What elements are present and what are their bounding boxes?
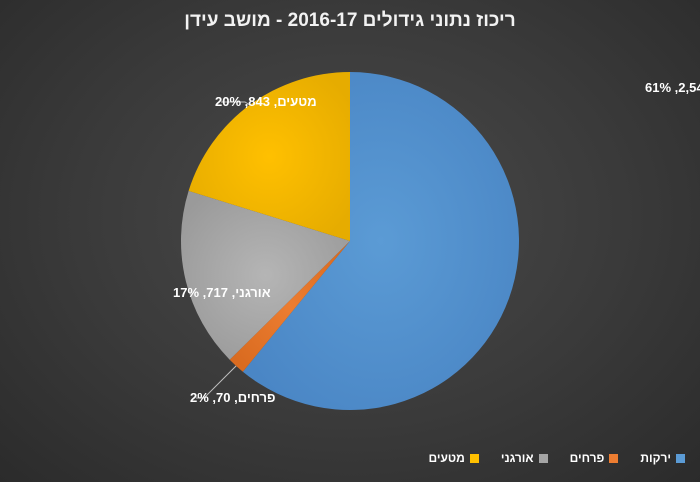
data-label-2: אורגני, 717, 17% [173, 285, 271, 300]
legend-swatch-0 [676, 453, 685, 463]
legend-label-3: מטעים [428, 451, 465, 465]
leader-line-1 [196, 365, 237, 399]
legend-label-1: פרחים [569, 451, 605, 465]
pie-slice-3 [188, 72, 350, 241]
chart-title: ריכוז נתוני גידולים 2016-17 - מושב עידן [184, 10, 516, 31]
legend-label-0: ירקות [640, 451, 671, 465]
data-label-3: מטעים, 843, 20% [215, 94, 317, 109]
legend-label-2: אורגני [500, 451, 534, 465]
legend-item-0: ירקות [640, 451, 685, 465]
leader-line-3 [221, 101, 251, 106]
pie-slice-0 [242, 72, 519, 410]
pie-slice-2 [181, 190, 350, 360]
legend-item-1: פרחים [570, 451, 619, 465]
data-label-0: ירקות, 2,542, 61% [645, 80, 700, 95]
legend-item-3: מטעים [428, 451, 479, 465]
legend-item-2: אורגני [501, 451, 548, 465]
legend-swatch-3 [469, 453, 479, 463]
legend-swatch-2 [538, 453, 548, 463]
legend: ירקות פרחים אורגני מטעים [395, 449, 685, 467]
legend-swatch-1 [609, 453, 619, 463]
data-label-1: פרחים, 70, 2% [190, 390, 275, 405]
pie-slice-1 [229, 241, 350, 372]
